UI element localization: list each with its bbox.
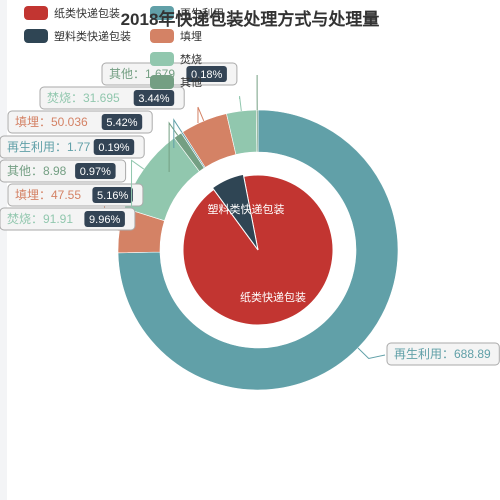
callout-3: 其他： 8.98 0.97%: [0, 159, 127, 183]
callout-percent-badge-7: [186, 66, 227, 82]
legend-item-other[interactable]: 其他: [150, 74, 202, 90]
inner-label-plastic: 塑料类快递包装: [208, 202, 285, 216]
callout-percent-7: 0.18%: [191, 69, 222, 81]
callout-box-0: [386, 342, 500, 366]
legend-label-recycle: 再生利用: [180, 8, 224, 20]
callout-5: 填埋： 50.036 5.42%: [7, 110, 153, 134]
callout-value-4: 1.77: [67, 140, 91, 154]
legend-label-paper: 纸类快递包装: [54, 8, 120, 20]
outer-slice-7[interactable]: [256, 109, 259, 153]
outer-slice-0[interactable]: [117, 109, 399, 391]
callout-percent-badge-4: [93, 139, 135, 155]
callout-name-0: 再生利用：: [394, 347, 454, 361]
callout-line-3: [168, 121, 179, 172]
callout-name-1: 填埋：: [15, 188, 51, 202]
legend-swatch-burn: [150, 52, 174, 66]
callout-line-6: [239, 96, 242, 112]
callout-percent-badge-1: [92, 187, 133, 203]
callout-7: 其他： 1.679 0.18%: [101, 62, 238, 86]
legend-swatch-landfill: [150, 29, 174, 43]
legend-label-landfill: 填埋: [180, 31, 202, 43]
callout-percent-1: 5.16%: [97, 190, 128, 202]
callout-1: 填埋： 47.55 5.16%: [7, 183, 144, 207]
callout-value-3: 8.98: [43, 164, 67, 178]
callout-name-3: 其他：: [7, 164, 43, 178]
callout-percent-badge-5: [101, 114, 143, 130]
callout-line-5: [197, 106, 205, 123]
callout-value-2: 91.91: [43, 212, 73, 226]
callout-name-2: 焚烧：: [7, 212, 43, 226]
callout-percent-badge-6: [133, 90, 175, 106]
callout-name-6: 焚烧：: [47, 91, 83, 105]
callout-value-1: 47.55: [51, 188, 81, 202]
callout-6: 焚烧： 31.695 3.44%: [39, 86, 185, 110]
page-left-edge: [0, 0, 7, 500]
legend-item-landfill[interactable]: 填埋: [150, 28, 202, 44]
callout-line-4: [173, 118, 183, 148]
legend-swatch-other: [150, 75, 174, 89]
legend-swatch-paper: [24, 6, 48, 20]
legend-label-other: 其他: [180, 77, 202, 89]
inner-label-paper: 纸类快递包装: [240, 290, 306, 304]
legend-item-burn[interactable]: 焚烧: [150, 51, 202, 67]
legend-item-paper[interactable]: 纸类快递包装: [24, 5, 120, 21]
outer-ring: [117, 109, 399, 391]
callout-name-5: 填埋：: [15, 115, 51, 129]
callout-percent-5: 5.42%: [106, 117, 137, 129]
callout-percent-badge-3: [75, 163, 116, 179]
callout-percent-2: 9.96%: [89, 214, 120, 226]
callout-value-6: 31.695: [83, 91, 120, 105]
legend-label-burn: 焚烧: [180, 54, 202, 66]
legend-item-plastic[interactable]: 塑料类快递包装: [24, 28, 131, 44]
legend-label-plastic: 塑料类快递包装: [54, 31, 131, 43]
callout-2: 焚烧： 91.91 9.96%: [0, 207, 136, 231]
callout-0: 再生利用： 688.89: [386, 342, 500, 366]
callout-line-0: [357, 347, 386, 360]
chart-title: 2018年快递包装处理方式与处理量: [120, 10, 380, 29]
callout-name-7: 其他：: [109, 67, 145, 81]
inner-pie: 纸类快递包装 塑料类快递包装: [182, 173, 334, 326]
callout-4: 再生利用： 1.77 0.19%: [0, 135, 145, 159]
callout-percent-4: 0.19%: [98, 142, 129, 154]
callout-percent-3: 0.97%: [80, 166, 111, 178]
callout-percent-6: 3.44%: [138, 93, 169, 105]
inner-slice-1[interactable]: [211, 173, 259, 251]
callout-line-2: [131, 159, 145, 220]
legend-swatch-recycle: [150, 6, 174, 20]
callout-value-5: 50.036: [51, 115, 88, 129]
callout-name-4: 再生利用：: [7, 140, 67, 154]
callout-percent-badge-2: [84, 211, 125, 227]
legend-item-recycle[interactable]: 再生利用: [150, 5, 224, 21]
callout-value-0: 688.89: [454, 347, 491, 361]
legend-swatch-plastic: [24, 29, 48, 43]
